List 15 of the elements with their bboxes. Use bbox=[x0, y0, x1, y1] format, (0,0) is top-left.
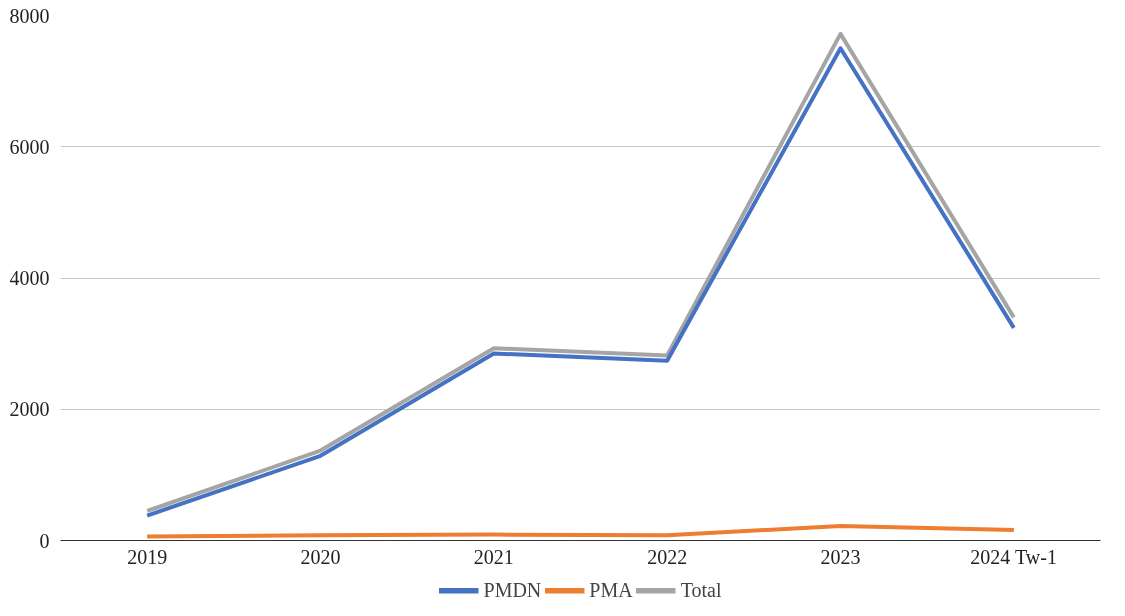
line-series bbox=[145, 524, 1016, 539]
y-tick-label: 0 bbox=[39, 529, 50, 552]
y-tick-label: 6000 bbox=[9, 135, 50, 158]
x-tick-label: 2022 bbox=[647, 545, 688, 568]
x-tick-label: 2020 bbox=[300, 545, 341, 568]
legend-label: PMA bbox=[589, 578, 633, 602]
x-tick-label: 2024 Tw-1 bbox=[970, 545, 1057, 568]
y-tick-label: 2000 bbox=[9, 398, 50, 421]
y-tick-label: 8000 bbox=[9, 4, 50, 27]
x-tick-label: 2021 bbox=[473, 545, 514, 568]
legend-label: PMDN bbox=[483, 578, 542, 602]
y-tick-label: 4000 bbox=[9, 267, 50, 289]
x-tick-label: 2019 bbox=[127, 545, 168, 568]
x-tick-label: 2023 bbox=[820, 545, 861, 568]
legend-label: Total bbox=[680, 578, 722, 602]
